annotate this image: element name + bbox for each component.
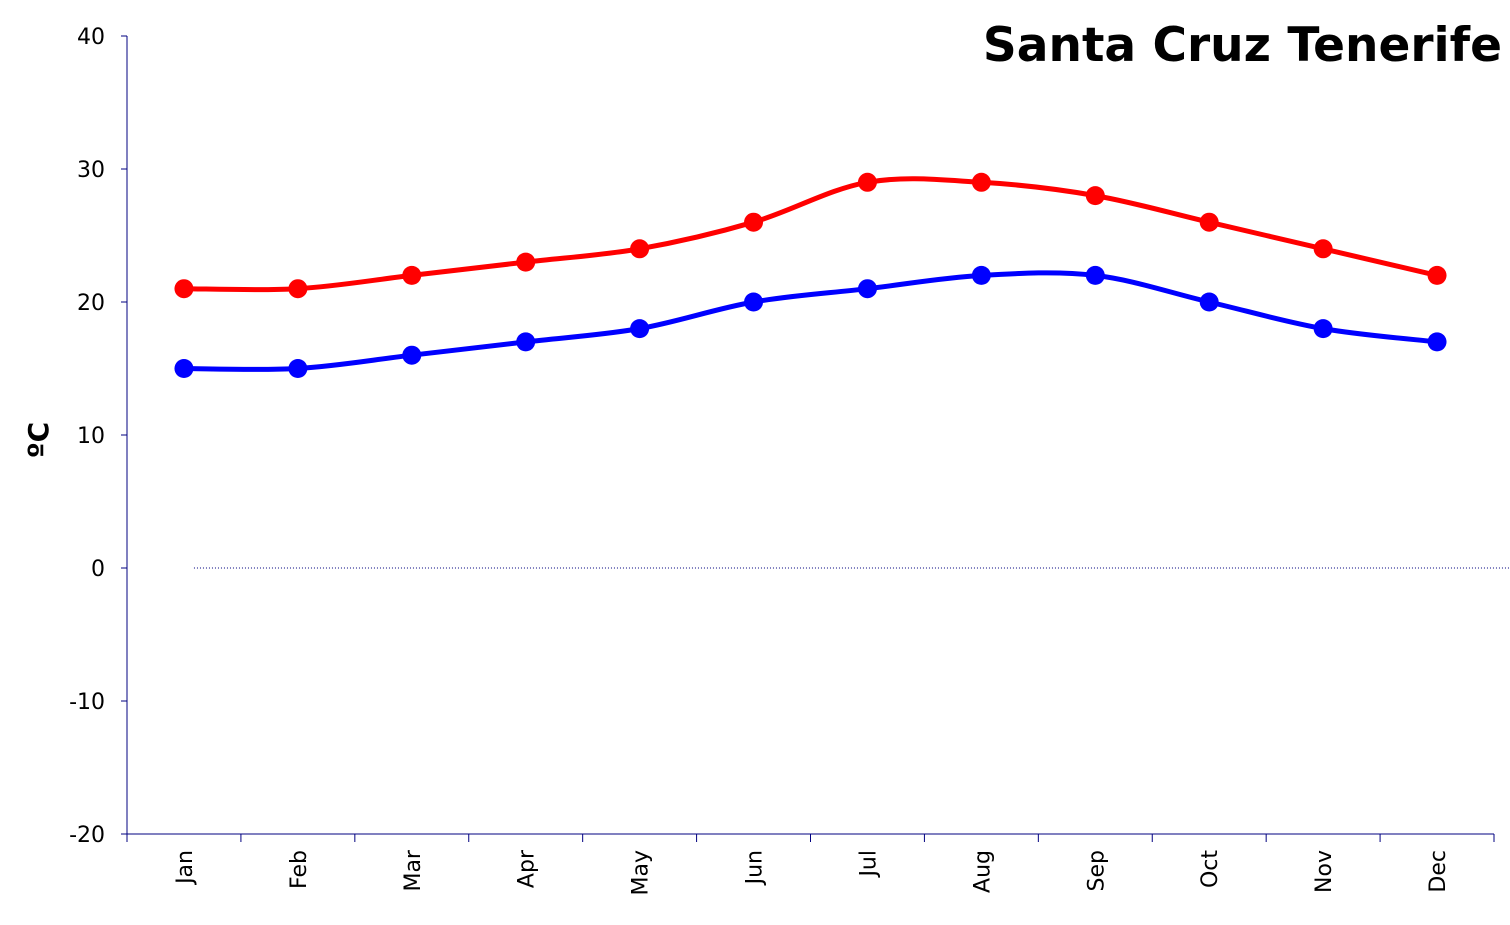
data-point bbox=[1199, 292, 1219, 312]
x-tick-label: Apr bbox=[515, 849, 540, 888]
y-axis-title: ºC bbox=[22, 422, 55, 458]
data-point bbox=[630, 239, 650, 259]
data-point bbox=[1427, 265, 1447, 285]
x-tick-label: May bbox=[629, 850, 654, 895]
x-tick-label: Dec bbox=[1426, 850, 1451, 893]
data-point bbox=[744, 212, 764, 232]
data-point bbox=[857, 172, 877, 192]
data-point bbox=[402, 345, 422, 365]
data-point bbox=[174, 359, 194, 378]
data-points bbox=[174, 172, 1447, 378]
x-tick-label: Oct bbox=[1198, 850, 1223, 888]
x-tick-label: Mar bbox=[401, 849, 426, 891]
data-point bbox=[402, 265, 422, 285]
data-point bbox=[1313, 239, 1333, 259]
data-point bbox=[288, 359, 308, 378]
data-point bbox=[630, 319, 650, 339]
y-tick-label: -20 bbox=[69, 823, 105, 848]
series-lines bbox=[181, 176, 1440, 372]
x-tick-label: Feb bbox=[287, 850, 312, 889]
chart-title: Santa Cruz Tenerife bbox=[982, 18, 1502, 73]
x-tick-label: Aug bbox=[970, 850, 995, 893]
data-point bbox=[744, 292, 764, 312]
x-tick-label: Jan bbox=[173, 850, 198, 886]
y-tick-label: 30 bbox=[77, 158, 105, 183]
data-point bbox=[1085, 265, 1105, 285]
series-line-1 bbox=[181, 270, 1440, 372]
x-tick-label: Sep bbox=[1084, 850, 1109, 891]
data-point bbox=[1085, 186, 1105, 206]
y-tick-label: 40 bbox=[77, 25, 105, 50]
data-point bbox=[516, 332, 536, 352]
x-tick-label: Jun bbox=[743, 850, 768, 886]
data-point bbox=[857, 279, 877, 299]
y-tick-label: 10 bbox=[77, 424, 105, 449]
data-point bbox=[971, 172, 991, 192]
data-point bbox=[288, 279, 308, 299]
data-point bbox=[1427, 332, 1447, 352]
x-tick-label: Jul bbox=[856, 850, 881, 879]
data-point bbox=[174, 279, 194, 299]
series-line-0 bbox=[181, 176, 1440, 293]
x-tick-label: Nov bbox=[1312, 850, 1337, 893]
data-point bbox=[1313, 319, 1333, 339]
y-tick-label: 0 bbox=[91, 557, 105, 582]
data-point bbox=[516, 252, 536, 272]
data-point bbox=[971, 265, 991, 285]
y-tick-label: -10 bbox=[69, 690, 105, 715]
y-tick-label: 20 bbox=[77, 291, 105, 316]
axes: 40 30 20 10 0 -10 -20 Jan Feb Mar Apr May Jun Jul Aug S… bbox=[22, 25, 1510, 895]
data-point bbox=[1199, 212, 1219, 232]
